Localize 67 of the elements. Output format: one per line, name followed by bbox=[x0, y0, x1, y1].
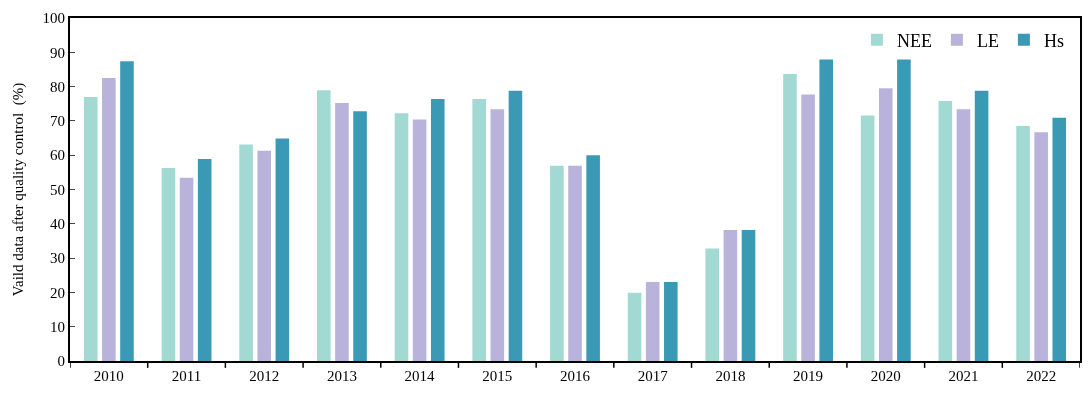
bar bbox=[179, 177, 194, 361]
bar bbox=[568, 165, 582, 361]
bar bbox=[412, 119, 427, 361]
x-tick-label: 2013 bbox=[326, 368, 357, 384]
bar bbox=[317, 90, 331, 361]
x-tick-label: 2017 bbox=[637, 368, 669, 384]
bar bbox=[878, 88, 893, 361]
bar bbox=[586, 155, 600, 361]
y-tick-label: 30 bbox=[50, 250, 65, 267]
bar bbox=[102, 78, 116, 361]
x-tick-label: 2019 bbox=[793, 368, 824, 384]
y-axis-title: Vaild data after quality control (%) bbox=[10, 82, 28, 297]
bar bbox=[257, 150, 272, 361]
y-tick-label: 40 bbox=[50, 216, 65, 233]
legend-label: NEE bbox=[896, 30, 932, 51]
y-tick-label: 100 bbox=[42, 10, 65, 27]
bar bbox=[394, 113, 409, 361]
bar bbox=[1034, 132, 1048, 361]
x-tick-label: 2012 bbox=[249, 368, 280, 384]
x-tick-label: 2014 bbox=[404, 368, 436, 384]
x-tick-label: 2010 bbox=[93, 368, 124, 384]
bar bbox=[353, 111, 367, 361]
bar bbox=[161, 167, 176, 361]
bar bbox=[741, 229, 756, 361]
bar bbox=[508, 90, 523, 361]
bar bbox=[430, 98, 445, 361]
bar bbox=[627, 292, 642, 361]
y-tick-label: 20 bbox=[50, 284, 65, 301]
bar bbox=[801, 94, 815, 361]
bar bbox=[472, 98, 486, 361]
bar bbox=[897, 59, 911, 361]
bar bbox=[239, 144, 253, 361]
x-tick-label: 2021 bbox=[948, 368, 979, 384]
x-tick-label: 2018 bbox=[715, 368, 746, 384]
bar bbox=[83, 96, 98, 361]
y-tick-label: 50 bbox=[50, 181, 65, 198]
bar bbox=[974, 90, 989, 361]
y-tick-label: 0 bbox=[57, 353, 65, 370]
bar bbox=[645, 282, 660, 361]
legend-label: Hs bbox=[1043, 30, 1064, 51]
bar bbox=[1052, 117, 1067, 361]
y-tick-label: 10 bbox=[50, 318, 65, 335]
bar bbox=[938, 101, 953, 361]
x-tick-label: 2011 bbox=[171, 368, 202, 384]
bar bbox=[819, 59, 833, 361]
bar bbox=[490, 109, 505, 361]
bar bbox=[197, 158, 212, 361]
bar bbox=[275, 138, 290, 361]
bar bbox=[860, 115, 875, 361]
bar bbox=[1016, 126, 1030, 361]
x-tick-label: 2022 bbox=[1026, 368, 1057, 384]
bar bbox=[723, 229, 738, 361]
legend-label: LE bbox=[976, 30, 999, 51]
x-tick-label: 2015 bbox=[482, 368, 513, 384]
bar bbox=[664, 282, 678, 361]
bar bbox=[956, 109, 971, 361]
y-tick-label: 90 bbox=[50, 44, 65, 61]
bar bbox=[705, 248, 720, 361]
y-tick-label: 80 bbox=[50, 78, 65, 95]
x-tick-label: 2016 bbox=[560, 368, 591, 384]
bar bbox=[335, 103, 349, 361]
y-tick-label: 60 bbox=[50, 147, 65, 164]
bar bbox=[783, 73, 797, 361]
x-tick-label: 2020 bbox=[870, 368, 901, 384]
bar bbox=[550, 165, 564, 361]
y-tick-label: 70 bbox=[50, 113, 65, 130]
bar bbox=[120, 61, 134, 361]
